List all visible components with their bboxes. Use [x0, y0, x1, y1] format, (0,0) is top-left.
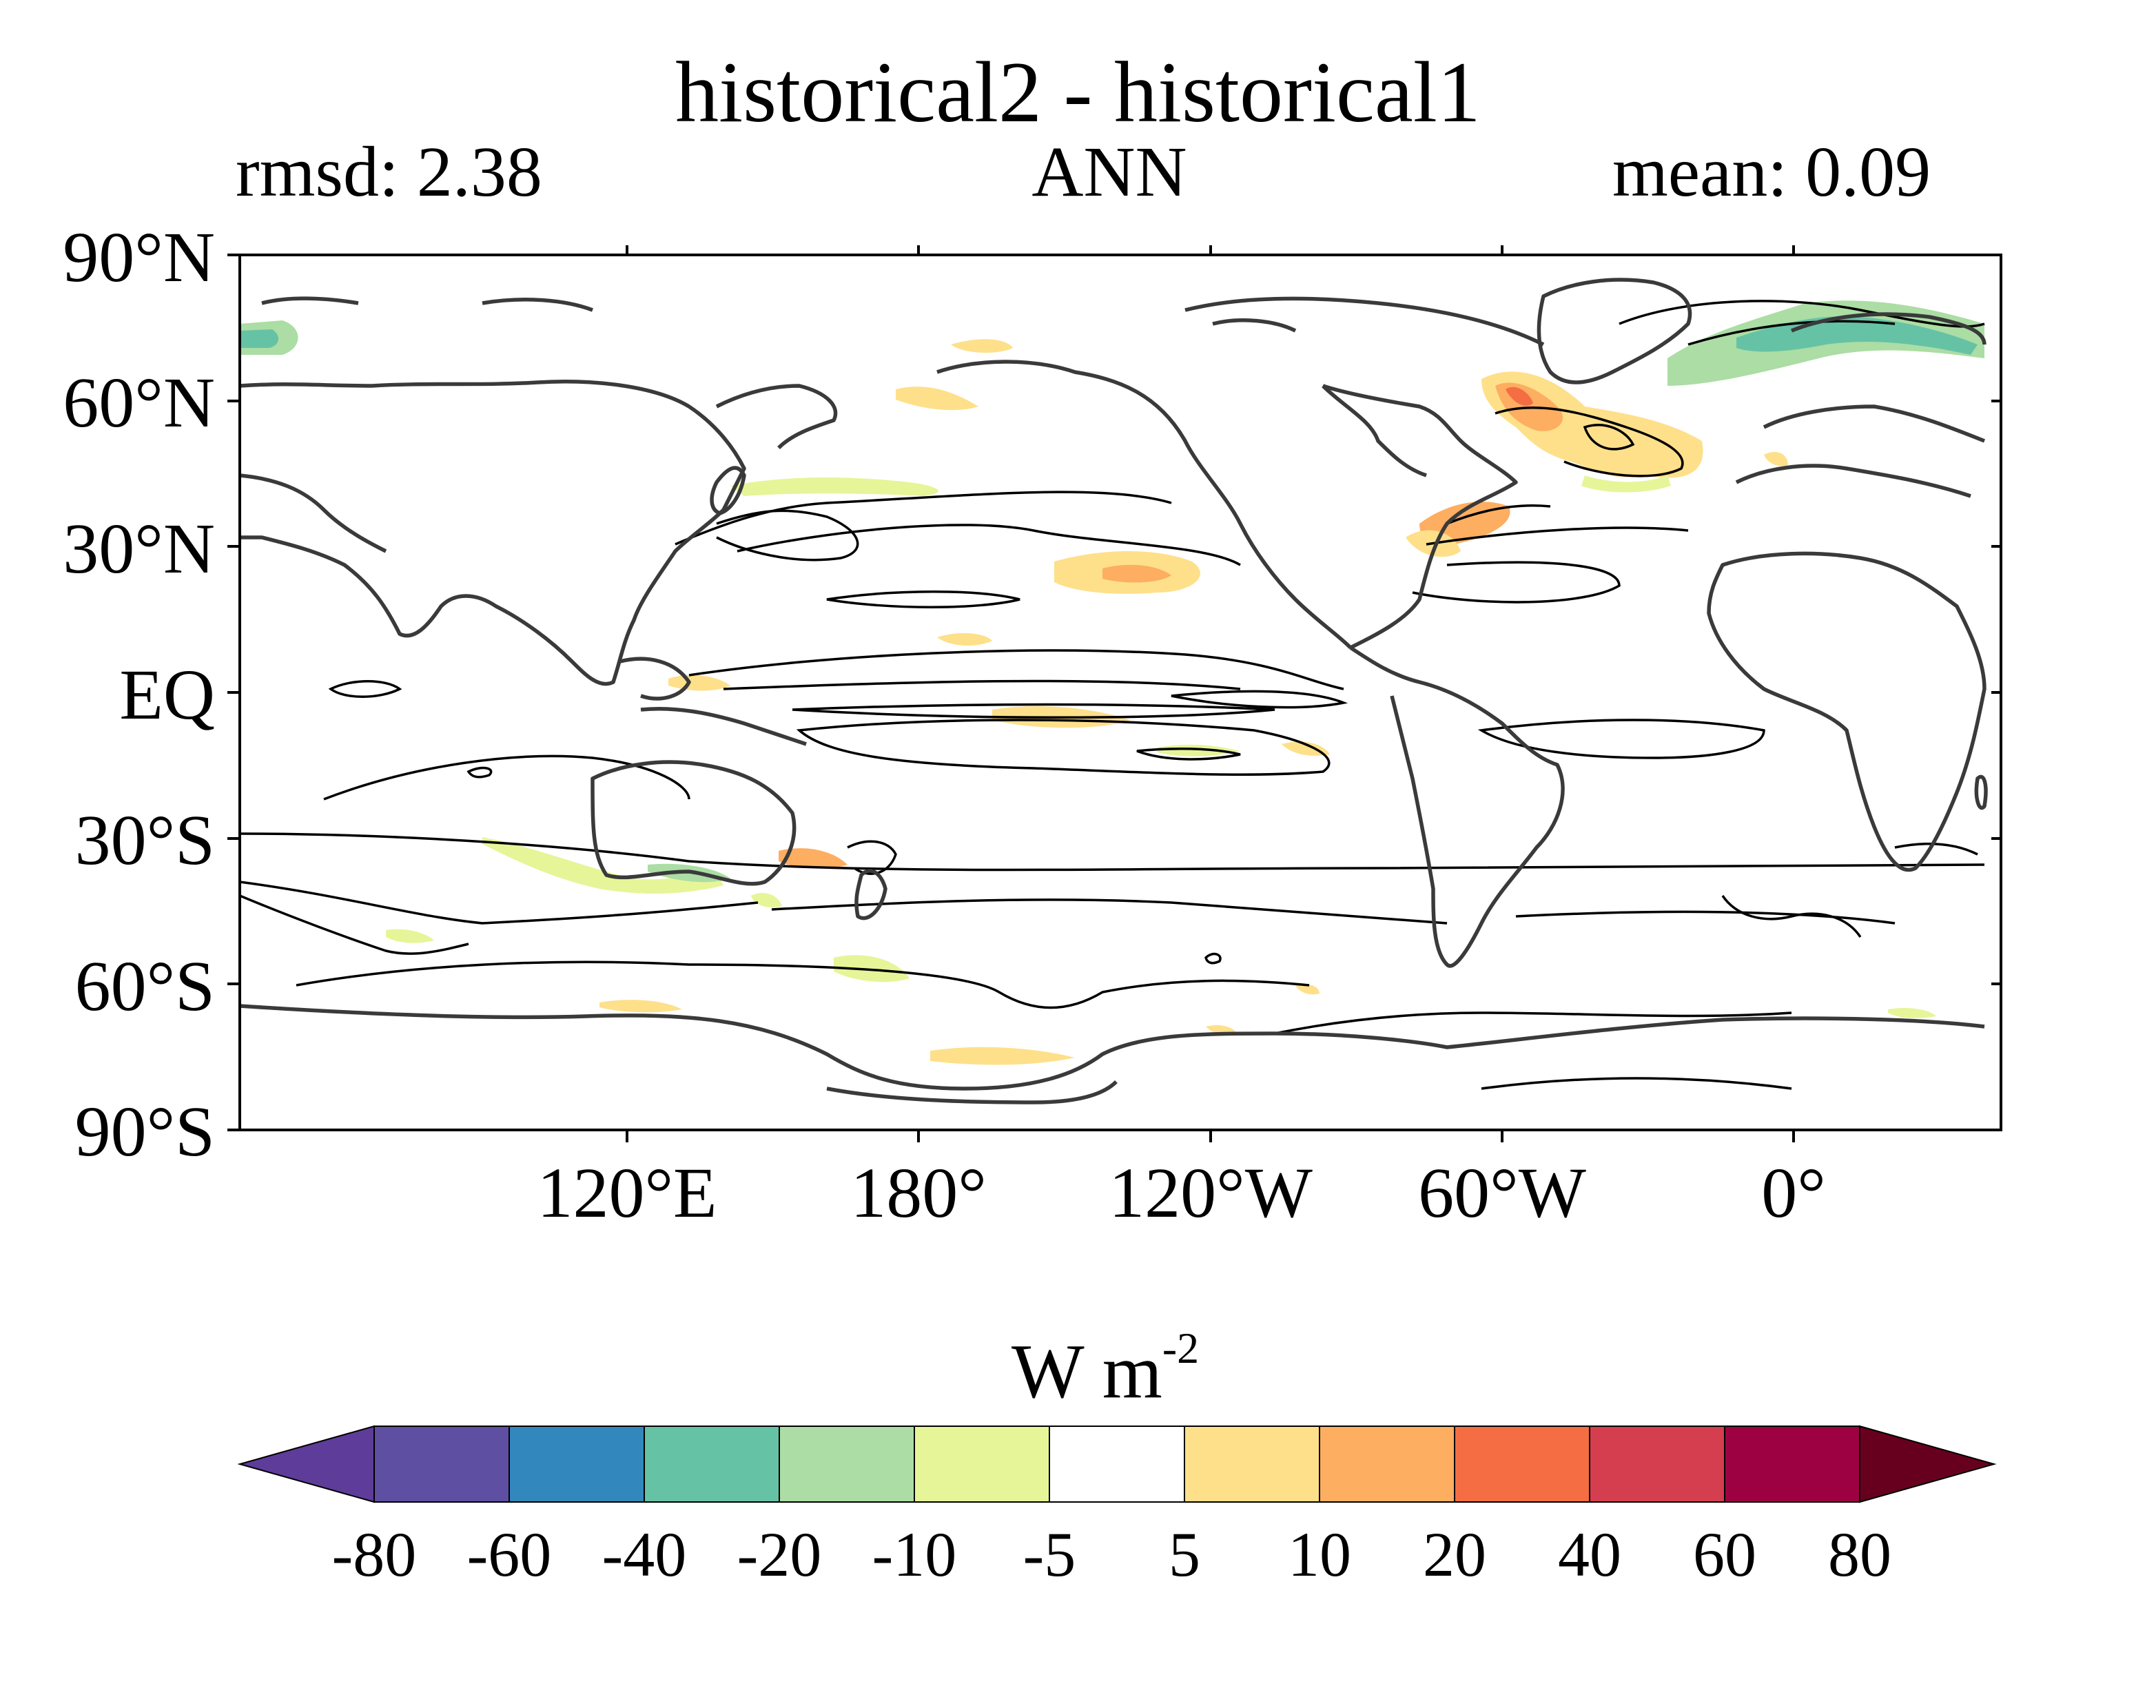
patch-npac-small: [937, 632, 992, 646]
contour-lines: [240, 300, 1985, 1090]
coastlines: [240, 278, 1988, 1104]
colorbar-box: [373, 1426, 510, 1503]
patch-antarctic-2: [930, 1047, 1075, 1065]
colorbar: [237, 1425, 1997, 1503]
colorbar-box: [1184, 1426, 1320, 1503]
lat-label-30n: 30°N: [63, 509, 215, 588]
patch-eq-pac-east2: [1282, 741, 1330, 756]
patch-west-europe: [1764, 451, 1788, 466]
patch-labrador-red: [1506, 387, 1533, 406]
colorbar-tick-label: -40: [602, 1519, 687, 1589]
colorbar-tick-label: 60: [1693, 1519, 1756, 1589]
plot-title: historical2 - historical1: [675, 45, 1481, 141]
patch-arctic-left-strong: [240, 329, 279, 348]
patch-alaska: [896, 387, 978, 411]
lon-label-180: 180°: [850, 1153, 987, 1233]
patch-southern-aus: [482, 837, 723, 894]
units-main: W m: [1012, 1329, 1162, 1414]
lat-label-90s: 90°S: [74, 1092, 215, 1171]
season-label: ANN: [1031, 132, 1187, 212]
map-content: [240, 278, 1988, 1104]
tick-marks: [227, 245, 2001, 1142]
patch-barents-strong: [1736, 316, 1978, 355]
colorbar-box: [1049, 1426, 1185, 1503]
colorbar-box: [1724, 1426, 1860, 1503]
colorbar-tick-label: 10: [1288, 1519, 1351, 1589]
mean-label: mean: 0.09: [1612, 132, 1931, 212]
colorbar-under-triangle: [237, 1425, 375, 1503]
colorbar-tick-label: -5: [1023, 1519, 1076, 1589]
colorbar-tick-label: -20: [737, 1519, 822, 1589]
patch-antarctic-4: [1888, 1008, 1936, 1018]
patch-southern-pac: [834, 955, 910, 982]
lon-label-120w: 120°W: [1109, 1153, 1313, 1233]
colorbar-tick-label: 20: [1423, 1519, 1486, 1589]
patch-maritime: [668, 675, 730, 691]
patch-tasman-b: [751, 892, 782, 907]
patch-eq-pac-east: [1158, 744, 1240, 757]
colorbar-units: W m-2: [1012, 1326, 1199, 1411]
lon-label-0: 0°: [1761, 1153, 1826, 1233]
colorbar-box: [1319, 1426, 1455, 1503]
colorbar-box: [644, 1426, 780, 1503]
colorbar-box: [779, 1426, 915, 1503]
lat-label-90n: 90°N: [63, 218, 215, 297]
colorbar-tick-label: -60: [466, 1519, 552, 1589]
patch-subtrop-npac-core: [1102, 564, 1171, 583]
colorbar-tick-label: 80: [1828, 1519, 1891, 1589]
rmsd-label: rmsd: 2.38: [236, 132, 542, 212]
patch-tasman: [779, 848, 848, 869]
patch-bering: [951, 339, 1013, 353]
colorbar-tick-label: 5: [1169, 1519, 1200, 1589]
lon-label-60w: 60°W: [1418, 1153, 1586, 1233]
lat-label-eq: EQ: [119, 655, 215, 734]
colorbar-tick-label: -80: [331, 1519, 417, 1589]
patch-sa-south: [1295, 984, 1320, 995]
patch-antarctic-1: [599, 1000, 682, 1013]
colorbar-tick-label: 40: [1558, 1519, 1621, 1589]
patch-kuroshio: [730, 477, 938, 496]
lat-label-60n: 60°N: [63, 363, 215, 442]
map-frame: [238, 254, 2002, 1131]
patch-irminger-neg: [1581, 475, 1671, 493]
colorbar-box: [509, 1426, 645, 1503]
lon-label-120e: 120°E: [537, 1153, 717, 1233]
lat-label-30s: 30°S: [74, 801, 215, 880]
units-exponent: -2: [1162, 1324, 1200, 1372]
anomaly-patches: [240, 300, 1984, 1065]
lat-label-60s: 60°S: [74, 947, 215, 1026]
patch-southern-indian: [386, 929, 434, 943]
colorbar-tick-label: -10: [872, 1519, 957, 1589]
colorbar-box: [1454, 1426, 1590, 1503]
colorbar-box: [914, 1426, 1050, 1503]
colorbar-box: [1589, 1426, 1725, 1503]
colorbar-over-triangle: [1859, 1425, 1997, 1503]
